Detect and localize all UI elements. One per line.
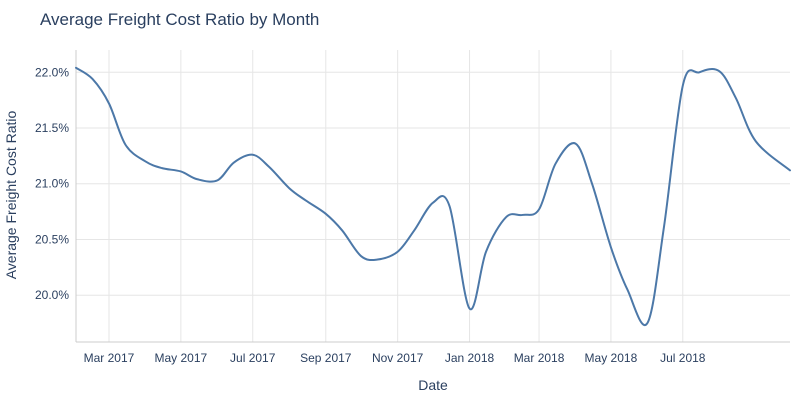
data-point: [574, 142, 578, 146]
grid-layer: [76, 50, 790, 342]
x-axis-title: Date: [418, 377, 448, 393]
chart-title: Average Freight Cost Ratio by Month: [40, 10, 319, 29]
data-point: [537, 207, 541, 211]
y-tick-label: 20.0%: [35, 288, 69, 302]
data-point: [554, 162, 558, 166]
data-point: [215, 178, 219, 182]
x-tick-label: Mar 2018: [514, 351, 565, 365]
data-point: [625, 288, 629, 292]
data-point: [251, 153, 255, 157]
data-point: [195, 177, 199, 181]
data-point: [232, 161, 236, 165]
data-point: [734, 96, 738, 100]
data-point: [645, 321, 649, 325]
x-tick-label: Sep 2017: [300, 351, 352, 365]
data-point: [412, 229, 416, 233]
data-point: [662, 225, 666, 229]
data-point: [324, 212, 328, 216]
data-point: [359, 254, 363, 258]
data-point: [754, 139, 758, 143]
x-tick-label: May 2018: [585, 351, 638, 365]
data-point: [484, 250, 488, 254]
data-point: [447, 204, 451, 208]
x-tick-label: Jul 2018: [660, 351, 706, 365]
data-point: [267, 165, 271, 169]
data-point: [179, 169, 183, 173]
data-point: [376, 258, 380, 262]
data-point: [74, 66, 78, 70]
tick-label-layer: 20.0% 20.5% 21.0% 21.5% 22.0% Mar 2017 May 201…: [35, 65, 706, 365]
data-point: [340, 229, 344, 233]
y-tick-label: 20.5%: [35, 232, 69, 246]
data-point: [107, 101, 111, 105]
data-point: [304, 198, 308, 202]
data-point: [287, 186, 291, 190]
data-point: [468, 307, 472, 311]
data-point: [123, 143, 127, 147]
series-line: [75, 66, 791, 327]
x-tick-label: May 2017: [155, 351, 208, 365]
y-tick-label: 21.0%: [35, 177, 69, 191]
data-point: [90, 77, 94, 81]
data-point: [609, 245, 613, 249]
x-tick-label: Jan 2018: [445, 351, 495, 365]
x-tick-label: Nov 2017: [372, 351, 424, 365]
y-tick-label: 22.0%: [35, 65, 69, 79]
data-point: [681, 84, 685, 88]
data-point: [396, 250, 400, 254]
y-tick-label: 21.5%: [35, 121, 69, 135]
data-point: [590, 182, 594, 186]
data-point: [788, 168, 792, 172]
y-axis-title: Average Freight Cost Ratio: [3, 110, 19, 279]
data-point: [431, 201, 435, 205]
series-layer: [74, 66, 792, 327]
data-point: [160, 166, 164, 170]
data-point: [144, 159, 148, 163]
x-tick-label: Mar 2017: [84, 351, 135, 365]
data-point: [504, 215, 508, 219]
data-point: [521, 213, 525, 217]
data-point: [717, 69, 721, 73]
axis-layer: [75, 50, 790, 343]
x-tick-label: Jul 2017: [230, 351, 276, 365]
data-point: [697, 70, 701, 74]
